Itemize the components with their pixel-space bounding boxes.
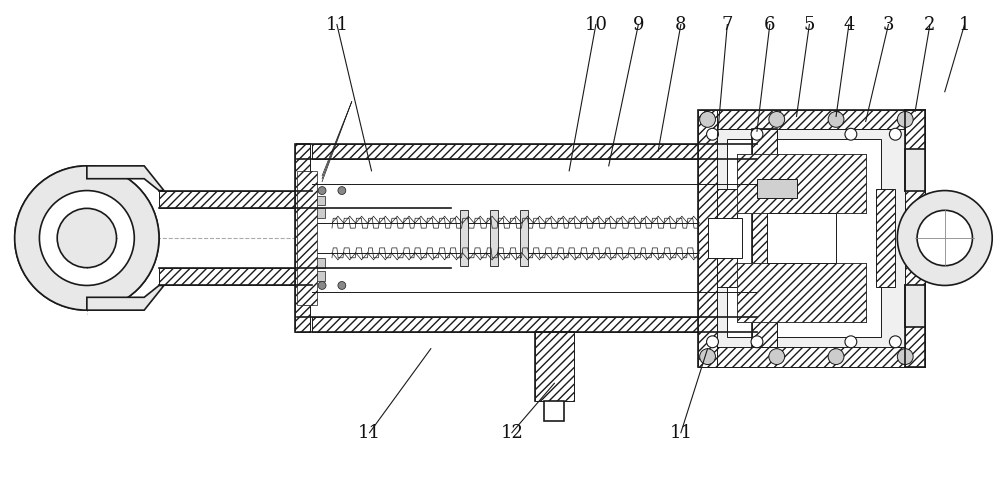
Circle shape: [751, 336, 763, 348]
Circle shape: [828, 111, 844, 127]
Bar: [297, 171, 317, 305]
Text: 7: 7: [722, 15, 733, 33]
Bar: [752, 129, 777, 347]
Circle shape: [318, 282, 326, 289]
Text: 6: 6: [764, 15, 776, 33]
Polygon shape: [905, 285, 925, 327]
Circle shape: [897, 191, 992, 285]
Text: 8: 8: [675, 15, 687, 33]
Circle shape: [897, 111, 913, 127]
Bar: [312, 144, 752, 159]
Circle shape: [828, 349, 844, 365]
Circle shape: [917, 210, 972, 266]
Bar: [737, 263, 866, 322]
Bar: [737, 154, 866, 213]
Circle shape: [298, 282, 306, 289]
Bar: [698, 109, 925, 129]
Bar: [490, 210, 498, 266]
Circle shape: [769, 111, 785, 127]
Bar: [312, 317, 752, 332]
Circle shape: [39, 191, 134, 285]
Circle shape: [897, 349, 913, 365]
Bar: [460, 210, 468, 266]
Text: 1: 1: [959, 15, 970, 33]
Circle shape: [769, 349, 785, 365]
Text: 11: 11: [325, 15, 348, 33]
Text: 11: 11: [358, 424, 381, 442]
Polygon shape: [87, 285, 164, 310]
Circle shape: [318, 186, 326, 195]
Text: 12: 12: [500, 424, 523, 442]
Circle shape: [700, 111, 715, 127]
Polygon shape: [87, 166, 164, 191]
Bar: [310, 208, 325, 218]
Circle shape: [845, 128, 857, 140]
Bar: [159, 268, 312, 285]
Circle shape: [338, 282, 346, 289]
Bar: [876, 189, 895, 287]
Polygon shape: [757, 179, 797, 198]
Bar: [544, 401, 564, 421]
Circle shape: [700, 349, 715, 365]
Text: 11: 11: [669, 424, 692, 442]
Bar: [708, 218, 742, 258]
Circle shape: [15, 166, 159, 310]
Bar: [159, 191, 312, 208]
Circle shape: [39, 191, 134, 285]
Bar: [698, 347, 925, 367]
Text: 9: 9: [633, 15, 644, 33]
Bar: [535, 332, 574, 401]
Bar: [295, 144, 310, 332]
Circle shape: [707, 128, 718, 140]
Bar: [737, 154, 866, 213]
Bar: [295, 144, 310, 332]
Circle shape: [57, 208, 117, 268]
Bar: [312, 223, 708, 253]
Circle shape: [889, 336, 901, 348]
Text: 3: 3: [883, 15, 894, 33]
Bar: [310, 271, 325, 281]
Bar: [752, 129, 777, 347]
Circle shape: [889, 128, 901, 140]
Polygon shape: [905, 149, 925, 191]
Text: 5: 5: [804, 15, 815, 33]
Bar: [310, 196, 325, 206]
Text: 2: 2: [924, 15, 936, 33]
Bar: [698, 109, 717, 367]
Text: 10: 10: [584, 15, 607, 33]
Circle shape: [845, 336, 857, 348]
Circle shape: [57, 208, 117, 268]
Bar: [737, 263, 866, 322]
Bar: [905, 109, 925, 367]
Bar: [520, 210, 528, 266]
Circle shape: [707, 336, 718, 348]
Bar: [310, 258, 325, 268]
Circle shape: [15, 166, 159, 310]
Circle shape: [298, 186, 306, 195]
Bar: [767, 213, 836, 263]
Circle shape: [338, 186, 346, 195]
Text: 4: 4: [843, 15, 855, 33]
Bar: [727, 139, 881, 337]
Bar: [717, 189, 737, 287]
Bar: [698, 109, 925, 367]
Circle shape: [751, 128, 763, 140]
Bar: [535, 332, 574, 401]
Bar: [304, 171, 312, 305]
